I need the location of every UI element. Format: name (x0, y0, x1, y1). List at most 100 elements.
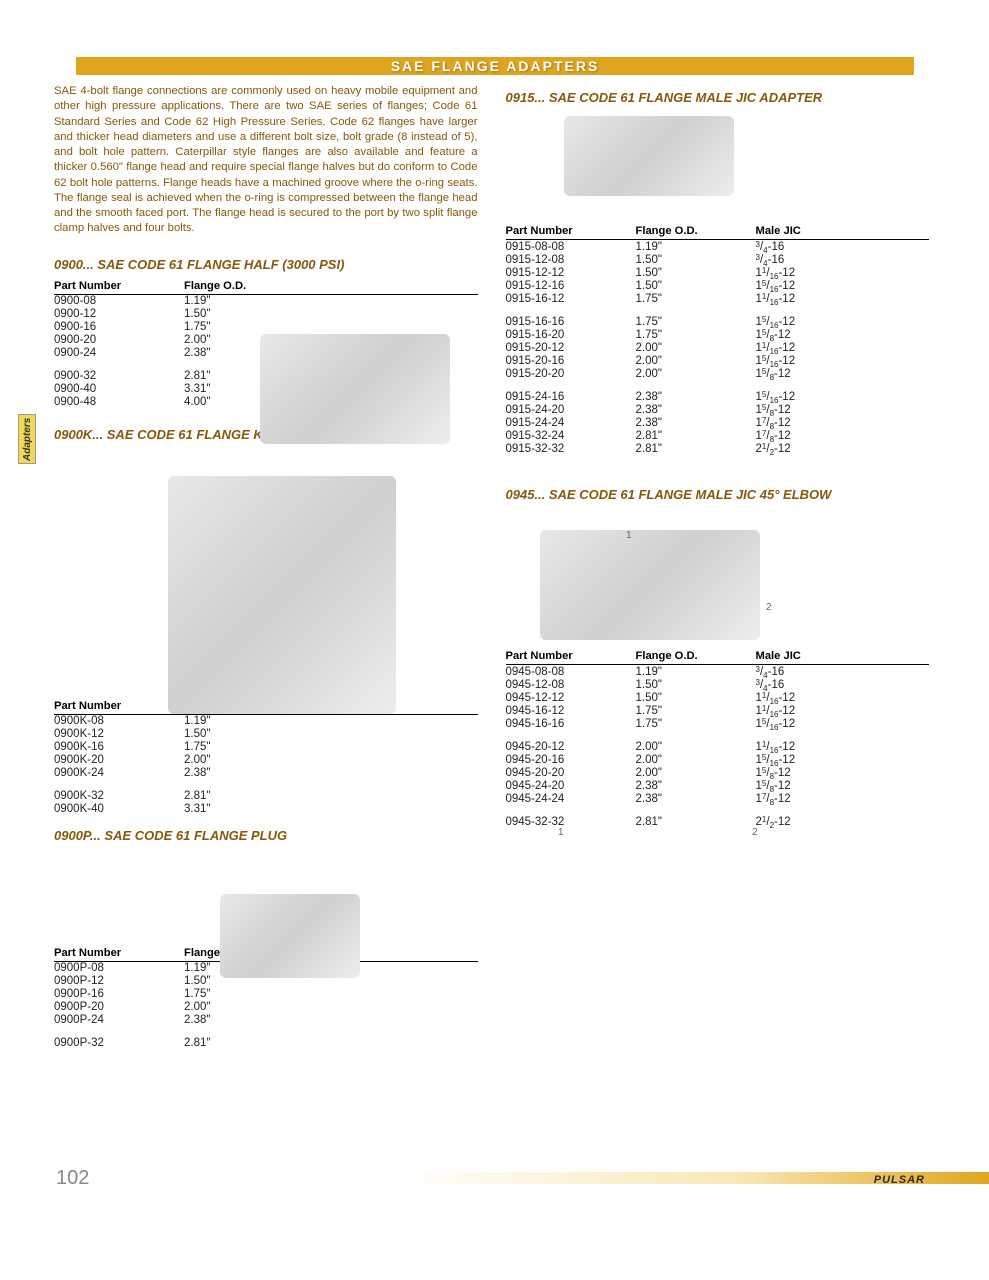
table-row: 0945-08-081.19"3/4-16 (506, 665, 930, 679)
page-number: 102 (56, 1167, 89, 1190)
table-row: 0900-161.75" (54, 321, 478, 334)
col-header: Part Number (506, 223, 636, 240)
table-row: 0900P-202.00″ (54, 1001, 478, 1014)
table-cell: 2.38" (636, 390, 756, 403)
table-cell: 1.75″ (184, 988, 478, 1001)
table-cell: 1.19" (184, 294, 478, 308)
table-cell: 15/8-12 (756, 328, 930, 341)
table-cell: 1.75" (636, 315, 756, 328)
table-row: 0915-24-202.38"15/8-12 (506, 403, 930, 416)
col-header: Male JIC (756, 648, 930, 665)
table-cell: 0900K-20 (54, 754, 184, 767)
table-cell: 0945-20-20 (506, 766, 636, 779)
table-cell: 0900P-12 (54, 975, 184, 988)
table-cell: 0900P-32 (54, 1037, 184, 1050)
table-row: 0945-24-202.38"15/8-12 (506, 779, 930, 792)
table-row: 0915-16-161.75"15/16-12 (506, 315, 930, 328)
table-cell: 21/2-12 (756, 442, 930, 455)
table-row: 0915-32-242.81"17/8-12 (506, 429, 930, 442)
table-cell: 0945-24-20 (506, 779, 636, 792)
dim-label-1a: 1 (626, 530, 632, 541)
table-cell: 0900K-16 (54, 741, 184, 754)
table-row: 0900K-403.31" (54, 803, 478, 816)
table-cell: 17/8-12 (756, 429, 930, 442)
table-cell: 2.00" (636, 341, 756, 354)
dim-label-1b: 1 (558, 827, 564, 838)
table-row: 0945-20-162.00"15/16-12 (506, 753, 930, 766)
table-row: 0915-12-121.50"11/16-12 (506, 266, 930, 279)
table-cell: 0900P-20 (54, 1001, 184, 1014)
table-row: 0915-32-322.81"21/2-12 (506, 442, 930, 455)
table-cell: 2.00" (636, 740, 756, 753)
table-row: 0915-16-201.75"15/8-12 (506, 328, 930, 341)
table-cell: 2.00" (636, 766, 756, 779)
brand-logo: PULSAR (874, 1174, 925, 1186)
section-title-0915: 0915... SAE CODE 61 FLANGE MALE JIC ADAP… (506, 90, 930, 105)
table-row: 0915-12-081.50"3/4-16 (506, 253, 930, 266)
table-cell: 2.38" (636, 416, 756, 429)
col-header: Part Number (54, 278, 184, 295)
intro-paragraph: SAE 4-bolt flange connections are common… (54, 84, 478, 237)
table-cell: 0945-32-32 (506, 815, 636, 828)
table-cell: 15/16-12 (756, 354, 930, 367)
table-cell: 0915-32-32 (506, 442, 636, 455)
table-cell: 0900-16 (54, 321, 184, 334)
table-cell: 0945-16-12 (506, 704, 636, 717)
table-cell: 0915-24-16 (506, 390, 636, 403)
table-cell: 0915-20-16 (506, 354, 636, 367)
table-cell: 0915-20-12 (506, 341, 636, 354)
table-cell: 3.31" (184, 803, 478, 816)
table-cell: 11/16-12 (756, 341, 930, 354)
table-cell: 2.38″ (184, 1014, 478, 1027)
table-row: 0945-12-081.50"3/4-16 (506, 678, 930, 691)
table-cell: 3/4-16 (756, 678, 930, 691)
table-0945: Part NumberFlange O.D.Male JIC0945-08-08… (506, 648, 930, 828)
table-row: 0915-20-122.00"11/16-12 (506, 341, 930, 354)
col-header: Part Number (54, 945, 184, 962)
table-cell: 2.00" (184, 754, 478, 767)
table-row: 0945-20-202.00"15/8-12 (506, 766, 930, 779)
table-row: 0900K-202.00" (54, 754, 478, 767)
image-flange-half (260, 334, 450, 444)
table-cell: 1.50" (636, 678, 756, 691)
table-cell: 0900P-24 (54, 1014, 184, 1027)
table-cell: 1.50" (184, 308, 478, 321)
table-cell: 2.81" (636, 429, 756, 442)
table-row: 0915-12-161.50"15/16-12 (506, 279, 930, 292)
table-cell: 15/8-12 (756, 367, 930, 380)
table-cell: 1.50" (184, 728, 478, 741)
table-cell: 1.75" (636, 717, 756, 730)
table-cell: 0915-16-16 (506, 315, 636, 328)
image-flange-kit (168, 476, 396, 714)
col-header: Flange O.D. (184, 278, 478, 295)
table-cell: 1.75" (636, 292, 756, 305)
table-cell: 0900-40 (54, 383, 184, 396)
table-row: 0945-24-242.38"17/8-12 (506, 792, 930, 805)
image-flange-plug (220, 894, 360, 978)
table-cell: 11/16-12 (756, 266, 930, 279)
table-cell: 0945-20-16 (506, 753, 636, 766)
table-cell: 15/16-12 (756, 753, 930, 766)
table-cell: 0900K-40 (54, 803, 184, 816)
section-title-0900P: 0900P... SAE CODE 61 FLANGE PLUG (54, 828, 478, 843)
table-cell: 0945-24-24 (506, 792, 636, 805)
table-row: 0945-12-121.50"11/16-12 (506, 691, 930, 704)
table-cell: 1.75" (184, 321, 478, 334)
table-cell: 2.81" (184, 790, 478, 803)
table-cell: 0900K-12 (54, 728, 184, 741)
table-cell: 0915-12-12 (506, 266, 636, 279)
table-cell: 11/16-12 (756, 292, 930, 305)
table-cell: 11/16-12 (756, 704, 930, 717)
table-cell: 1.50" (636, 253, 756, 266)
table-cell: 0915-16-20 (506, 328, 636, 341)
col-header: Flange O.D. (636, 648, 756, 665)
dim-label-2a: 2 (766, 602, 772, 613)
table-cell: 0900P-16 (54, 988, 184, 1001)
table-0900K: Part NumberFlange O.D.0900K-081.19"0900K… (54, 698, 478, 816)
table-cell: 15/16-12 (756, 390, 930, 403)
table-cell: 2.00" (636, 753, 756, 766)
image-jic-elbow (540, 530, 760, 640)
table-row: 0900-081.19" (54, 294, 478, 308)
table-cell: 1.19" (636, 240, 756, 254)
table-0915: Part NumberFlange O.D.Male JIC0915-08-08… (506, 223, 930, 455)
